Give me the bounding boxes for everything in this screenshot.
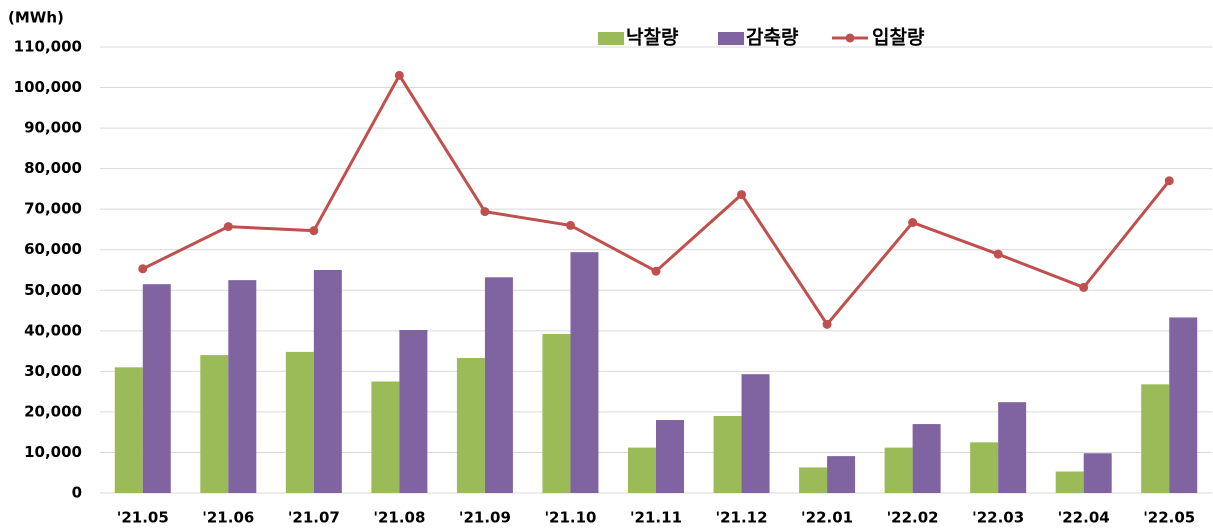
bar xyxy=(912,424,941,493)
line-marker xyxy=(1079,282,1089,292)
x-tick-label: '21.06 xyxy=(202,509,254,527)
bar xyxy=(1083,453,1112,493)
bar xyxy=(1169,317,1198,493)
bar xyxy=(142,284,171,493)
line-marker xyxy=(565,220,575,230)
line-marker xyxy=(223,222,233,232)
y-tick-label: 30,000 xyxy=(24,362,82,380)
x-tick-label: '21.08 xyxy=(373,509,425,527)
bar xyxy=(399,330,428,493)
legend-label: 낙찰량 xyxy=(626,27,679,49)
bar xyxy=(114,367,143,493)
bar xyxy=(827,456,856,493)
bar xyxy=(371,381,400,493)
x-tick-label: '21.09 xyxy=(459,509,511,527)
bar xyxy=(313,270,342,493)
bar xyxy=(228,280,257,493)
line-marker xyxy=(908,218,918,228)
x-tick-label: '22.03 xyxy=(972,509,1024,527)
x-tick-label: '21.05 xyxy=(117,509,169,527)
y-tick-label: 40,000 xyxy=(24,321,82,339)
y-tick-label: 110,000 xyxy=(14,38,82,56)
y-tick-label: 0 xyxy=(72,484,82,502)
bar xyxy=(570,252,599,493)
y-tick-label: 10,000 xyxy=(24,443,82,461)
bar xyxy=(456,357,485,493)
bar xyxy=(542,334,571,493)
line-marker xyxy=(394,70,404,80)
line-marker xyxy=(993,249,1003,259)
bar xyxy=(1141,384,1170,493)
y-axis-label: (MWh) xyxy=(8,9,64,27)
bar xyxy=(713,415,742,493)
line-marker xyxy=(309,226,319,236)
bar xyxy=(656,420,684,493)
legend-swatch xyxy=(598,32,624,45)
line-marker xyxy=(1164,176,1174,186)
bar xyxy=(1055,471,1084,493)
line xyxy=(142,72,1171,327)
y-tick-label: 70,000 xyxy=(24,200,82,218)
bar xyxy=(884,447,913,493)
y-tick-label: 50,000 xyxy=(24,281,82,299)
bar xyxy=(628,447,656,493)
bar xyxy=(741,374,770,493)
bar xyxy=(200,355,229,493)
x-tick-label: '22.01 xyxy=(801,509,853,527)
line-marker xyxy=(737,190,747,200)
legend-swatch xyxy=(718,32,744,45)
y-tick-label: 100,000 xyxy=(14,78,82,96)
bar xyxy=(285,351,314,493)
y-tick-label: 20,000 xyxy=(24,402,82,420)
y-tick-label: 80,000 xyxy=(24,159,82,177)
x-tick-label: '22.04 xyxy=(1058,509,1110,527)
bar xyxy=(970,442,999,493)
legend-label: 입찰량 xyxy=(872,27,925,49)
x-tick-label: '21.11 xyxy=(630,509,682,527)
bar xyxy=(484,277,513,493)
bar xyxy=(998,402,1027,493)
x-tick-label: '21.10 xyxy=(544,509,596,527)
line-marker xyxy=(138,264,148,274)
line-marker xyxy=(651,266,661,276)
x-tick-label: '22.02 xyxy=(887,509,939,527)
x-tick-label: '21.12 xyxy=(716,509,768,527)
legend-label: 감축량 xyxy=(746,27,799,49)
y-tick-label: 60,000 xyxy=(24,240,82,258)
line-marker xyxy=(480,207,490,217)
x-tick-label: '22.05 xyxy=(1143,509,1195,527)
line-marker xyxy=(822,319,832,329)
bar xyxy=(799,467,828,493)
legend-swatch xyxy=(845,33,855,43)
x-tick-label: '21.07 xyxy=(288,509,340,527)
y-tick-label: 90,000 xyxy=(24,119,82,137)
